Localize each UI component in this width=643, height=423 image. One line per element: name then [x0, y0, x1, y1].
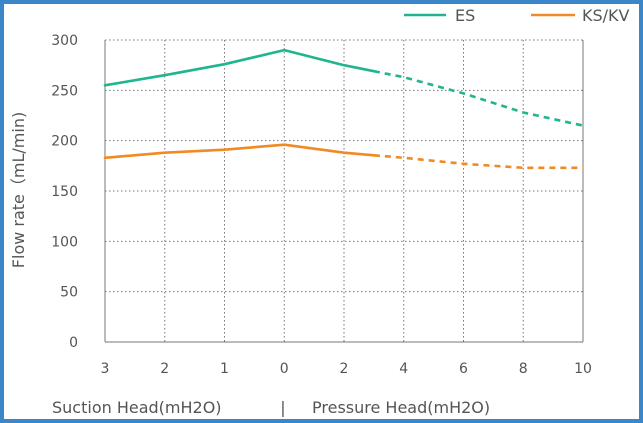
- legend-label-es: ES: [455, 6, 475, 25]
- y-tick-label: 50: [60, 285, 78, 301]
- x-tick-label: 2: [340, 361, 349, 377]
- x-axis-title-pressure: Pressure Head(mH2O): [312, 398, 490, 417]
- y-axis-title: Flow rate（mL/min): [9, 112, 28, 268]
- series-line-es-measured: [103, 48, 376, 87]
- series-line-ks-kv-projected: [373, 154, 583, 170]
- series-lines: [103, 48, 584, 170]
- y-tick-label: 300: [51, 33, 78, 49]
- x-axis-title-separator: |: [280, 398, 285, 417]
- series-line-ks-kv-measured: [103, 143, 376, 160]
- x-axis-title-suction: Suction Head(mH2O): [52, 398, 222, 417]
- legend-label-ks-kv: KS/KV: [582, 6, 630, 25]
- x-tick-label: 6: [459, 361, 468, 377]
- y-tick-labels: 0 50 100 150 200 250 300: [51, 33, 78, 351]
- y-tick-label: 100: [51, 234, 78, 250]
- y-tick-label: 250: [51, 83, 78, 99]
- y-tick-label: 150: [51, 184, 78, 200]
- x-tick-label: 3: [101, 361, 110, 377]
- legend: ES KS/KV: [404, 6, 630, 25]
- y-tick-label: 200: [51, 134, 78, 150]
- x-tick-label: 2: [160, 361, 169, 377]
- x-tick-label: 10: [574, 361, 592, 377]
- x-tick-labels: 3 2 1 0 2 4 6 8 10: [101, 361, 592, 377]
- x-tick-label: 1: [220, 361, 229, 377]
- x-tick-label: 8: [519, 361, 528, 377]
- x-tick-label: 0: [280, 361, 289, 377]
- x-tick-label: 4: [399, 361, 408, 377]
- grid-lines: [104, 39, 584, 343]
- y-tick-label: 0: [69, 335, 78, 351]
- series-line-es-projected: [373, 69, 584, 127]
